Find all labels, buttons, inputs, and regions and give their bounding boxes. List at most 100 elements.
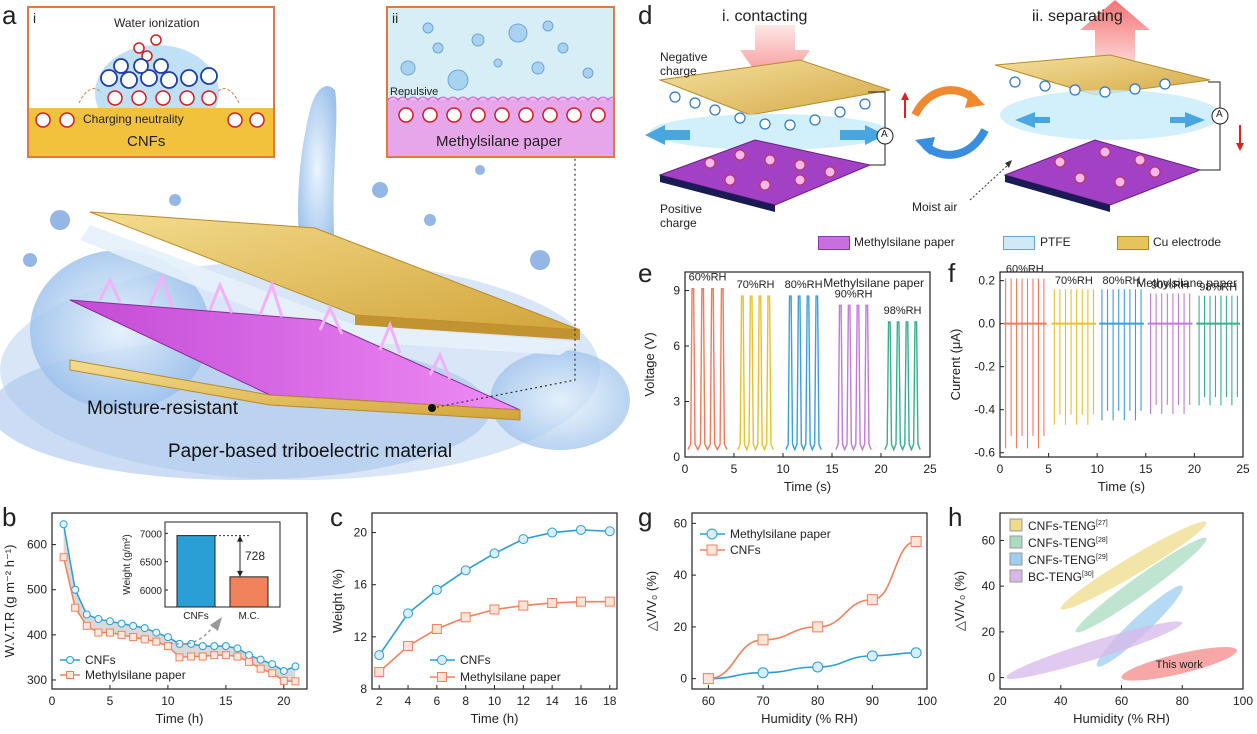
x-tick-label: 15 <box>1139 462 1153 476</box>
data-point <box>910 535 922 547</box>
x-tick-label: 16 <box>574 694 588 708</box>
data-point <box>152 637 161 646</box>
chart-h: 20 40 60 80 100 0 20 40 60 Humidity (% RH) △V/V₀ (… <box>952 512 1253 726</box>
panel-label-a: a <box>2 0 17 30</box>
x-tick-label: 60 <box>702 694 716 708</box>
legend-marker <box>437 672 447 682</box>
inset-i-neutral: Charging neutrality <box>83 112 184 126</box>
inset-ii-number: ii <box>392 10 399 26</box>
data-point <box>604 526 615 537</box>
data-point <box>547 527 558 538</box>
x-axis-label: Time (s) <box>1098 479 1145 494</box>
y-tick-label: 0.2 <box>978 274 995 288</box>
x-tick-label: 20 <box>874 462 888 476</box>
segment-label: 80%RH <box>785 279 823 291</box>
panel-a-illustration <box>0 86 630 480</box>
data-point <box>187 639 196 648</box>
y-tick-label: 0 <box>680 672 687 686</box>
segment-label: 80%RH <box>1103 275 1141 287</box>
region-CNFs-TENG <box>1060 521 1207 610</box>
x-axis-label: Humidity (% RH) <box>1073 711 1170 726</box>
segment-label: 98%RH <box>884 305 922 317</box>
y-axis-label: Voltage (V) <box>642 332 657 396</box>
x-tick-label: 80 <box>811 694 825 708</box>
legend-swatch <box>1009 569 1023 583</box>
separating-title: ii. separating <box>1032 8 1123 25</box>
moist-air-label: Moist air <box>912 200 958 214</box>
legend-marker <box>706 528 718 540</box>
negative-charge-label: Negative charge <box>660 50 708 78</box>
y-axis-label: △V/V₀ (%) <box>952 571 967 631</box>
legend-label: Methylsilane paper <box>460 670 561 684</box>
inset-ii-repulsive: Repulsive <box>390 86 439 98</box>
x-tick-label: 70 <box>756 694 770 708</box>
x-tick-label: 25 <box>1236 462 1250 476</box>
legend-label: BC-TENG[30] <box>1028 570 1094 584</box>
voltage-trace-60%RH <box>687 287 728 452</box>
y-tick-label: 20 <box>674 620 688 634</box>
data-point <box>117 619 126 628</box>
data-point <box>575 596 586 607</box>
voltage-trace-98%RH <box>884 321 921 452</box>
data-point <box>757 667 769 679</box>
x-tick-label: 15 <box>825 462 839 476</box>
series-line-CNFs <box>708 540 917 680</box>
data-point <box>163 642 172 651</box>
data-point <box>518 534 529 545</box>
inset-y-label: Weight (g/m²) <box>122 534 133 594</box>
y-tick-label: 0.0 <box>978 317 995 331</box>
chart-e: 0 5 10 15 20 25 0 3 6 9 Time (s) Voltage (V) 60%RH 70… <box>642 271 937 494</box>
data-point <box>71 585 80 594</box>
inset-i: i Water ionization Charging neutrality C… <box>27 6 275 158</box>
data-point <box>94 615 103 624</box>
inset-ii-base: Methylsilane paper <box>436 133 562 150</box>
inset-diff-arrowhead <box>237 535 243 542</box>
x-tick-label: 60 <box>1115 694 1129 708</box>
positive-charge-label: Positive charge <box>660 202 703 230</box>
data-point <box>279 666 288 675</box>
inset-ii: ii Repulsive Methylsilane paper <box>386 6 615 158</box>
data-point <box>866 650 878 662</box>
y-tick-label: 500 <box>27 583 47 597</box>
legend-label: CNFs-TENG[27] <box>1028 519 1108 533</box>
x-tick-label: 5 <box>731 462 738 476</box>
panel-label-d: d <box>638 0 653 30</box>
y-tick-label: 400 <box>27 628 47 642</box>
data-point <box>175 653 184 662</box>
y-tick-label: 0 <box>988 671 995 685</box>
legend-label: Methylsilane paper <box>85 668 186 682</box>
data-point <box>221 651 230 660</box>
data-point <box>233 644 242 653</box>
region-CNFs-TENG <box>1075 537 1207 633</box>
data-point <box>71 603 80 612</box>
x-tick-label: 20 <box>277 694 291 708</box>
segment-label: 90%RH <box>835 288 873 300</box>
x-tick-label: 18 <box>603 694 617 708</box>
inset-bar <box>229 576 269 608</box>
y-tick-label: 12 <box>354 630 368 644</box>
x-tick-label: 12 <box>517 694 531 708</box>
chart-f: 0 5 10 15 20 25 -0.6 -0.4 -0.2 0.0 0.2 Time (s) Curr… <box>948 263 1250 494</box>
x-tick-label: 100 <box>917 694 937 708</box>
y-axis-label: Current (μA) <box>948 329 963 401</box>
inset-y-tick-label: 6500 <box>140 558 163 569</box>
legend-swatch <box>1009 518 1023 532</box>
region-label: This work <box>1156 659 1204 671</box>
data-point <box>210 651 219 660</box>
inset-bar <box>176 535 216 608</box>
y-tick-label: 3 <box>673 395 680 409</box>
y-tick-label: 40 <box>674 568 688 582</box>
data-point <box>82 610 91 619</box>
legend-swatch <box>1009 535 1023 549</box>
y-tick-label: -0.2 <box>974 360 995 374</box>
y-tick-label: 600 <box>27 538 47 552</box>
x-tick-label: 40 <box>1054 694 1068 708</box>
data-point <box>140 624 149 633</box>
x-axis-label: Time (h) <box>156 711 204 726</box>
x-axis-label: Time (s) <box>784 479 831 494</box>
x-tick-label: 80 <box>1176 694 1190 708</box>
data-point <box>403 608 414 619</box>
data-point <box>187 652 196 661</box>
y-tick-label: 300 <box>27 673 47 687</box>
data-point <box>245 657 254 666</box>
